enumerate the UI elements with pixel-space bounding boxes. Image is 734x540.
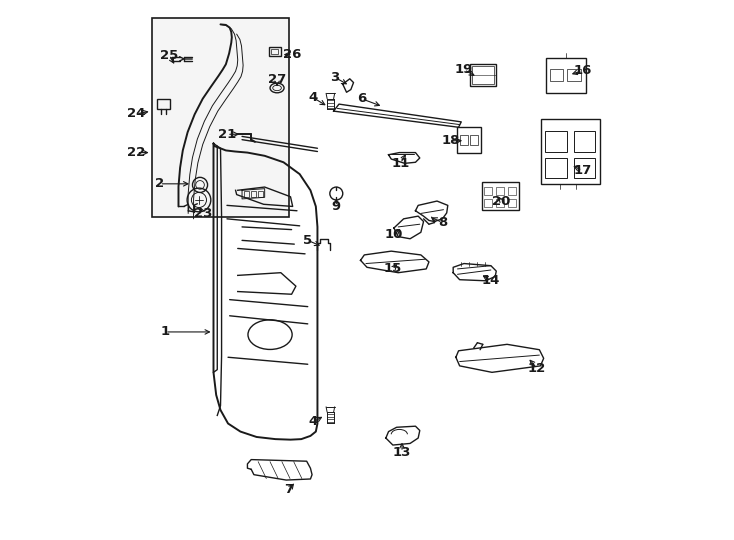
Bar bbox=[574, 131, 595, 152]
Bar bbox=[470, 64, 495, 86]
Text: 7: 7 bbox=[284, 483, 294, 496]
Text: 25: 25 bbox=[160, 49, 178, 62]
Bar bbox=[484, 187, 493, 195]
Text: 18: 18 bbox=[441, 134, 459, 147]
Text: 1: 1 bbox=[161, 326, 170, 339]
Bar bbox=[550, 69, 563, 82]
Bar bbox=[244, 191, 249, 197]
Text: 17: 17 bbox=[573, 164, 592, 177]
Text: 19: 19 bbox=[455, 63, 473, 76]
Bar bbox=[157, 99, 170, 110]
Text: 12: 12 bbox=[528, 361, 546, 375]
Text: 5: 5 bbox=[303, 234, 312, 247]
Text: 4: 4 bbox=[308, 415, 318, 428]
Bar bbox=[546, 58, 586, 92]
Bar bbox=[574, 158, 595, 178]
Bar bbox=[460, 135, 468, 145]
Bar bbox=[470, 135, 478, 145]
Text: 13: 13 bbox=[393, 446, 411, 458]
Bar bbox=[271, 49, 278, 54]
Bar bbox=[251, 191, 256, 197]
Text: 11: 11 bbox=[391, 157, 410, 170]
Bar bbox=[541, 119, 600, 184]
Text: 15: 15 bbox=[384, 262, 402, 275]
Bar bbox=[484, 199, 493, 207]
Text: 9: 9 bbox=[332, 200, 341, 213]
Text: 10: 10 bbox=[385, 228, 403, 241]
Text: 26: 26 bbox=[283, 48, 302, 61]
Bar bbox=[545, 131, 567, 152]
Text: 20: 20 bbox=[493, 194, 511, 207]
Bar bbox=[508, 199, 516, 207]
Bar bbox=[567, 69, 581, 82]
Bar bbox=[269, 47, 281, 56]
Bar bbox=[457, 127, 482, 153]
Text: 21: 21 bbox=[218, 128, 236, 141]
Text: 4: 4 bbox=[308, 91, 318, 104]
Bar bbox=[151, 18, 289, 217]
Text: 8: 8 bbox=[437, 216, 447, 229]
Bar bbox=[496, 187, 504, 195]
Bar bbox=[482, 181, 520, 210]
Text: 22: 22 bbox=[128, 146, 145, 159]
Text: 14: 14 bbox=[482, 274, 500, 287]
Bar bbox=[545, 158, 567, 178]
Text: 3: 3 bbox=[330, 71, 339, 84]
Bar bbox=[472, 66, 493, 84]
Text: 6: 6 bbox=[357, 92, 366, 105]
Text: 16: 16 bbox=[573, 64, 592, 77]
Text: 27: 27 bbox=[268, 73, 286, 86]
Bar bbox=[258, 191, 263, 197]
Text: 2: 2 bbox=[155, 177, 164, 190]
Bar bbox=[508, 187, 516, 195]
Text: 24: 24 bbox=[127, 107, 145, 120]
Text: 23: 23 bbox=[194, 207, 212, 220]
Bar bbox=[496, 199, 504, 207]
